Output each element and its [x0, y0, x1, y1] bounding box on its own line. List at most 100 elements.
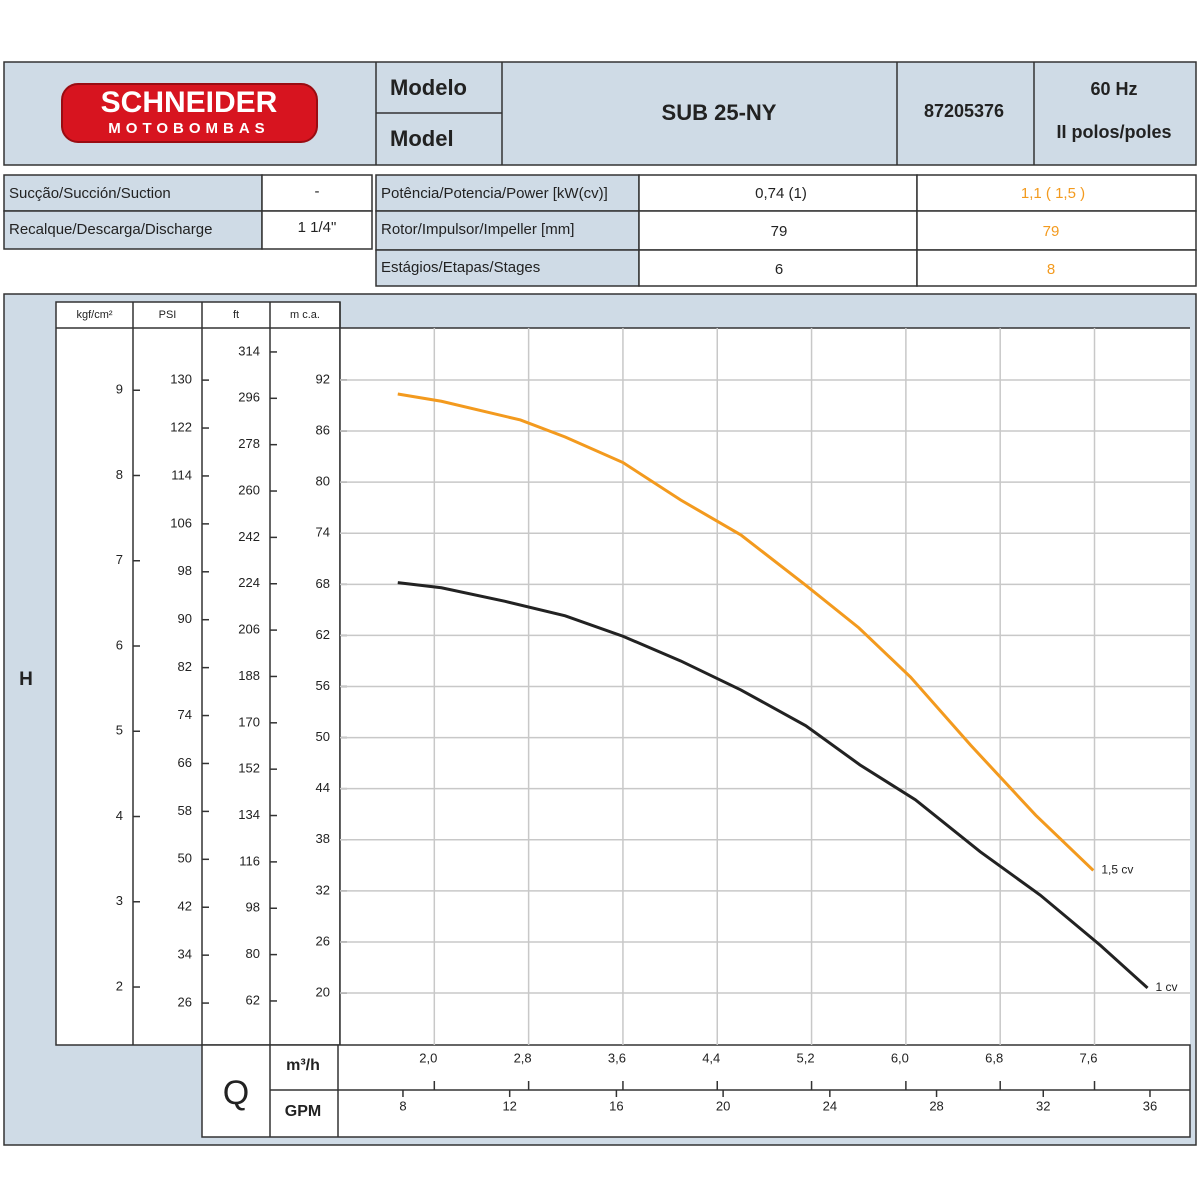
x-tick-label: 6,0: [891, 1050, 909, 1065]
table-value: 8: [1047, 261, 1055, 278]
axis-unit: ft: [233, 309, 239, 321]
y-tick-label: 56: [316, 678, 330, 693]
axis-unit: m c.a.: [290, 309, 320, 321]
table-label: Estágios/Etapas/Stages: [381, 259, 540, 276]
x2-tick-label: 8: [399, 1098, 406, 1113]
x2-tick-label: 16: [609, 1098, 623, 1113]
y-tick-label: 68: [316, 576, 330, 591]
y-tick-label: 260: [238, 482, 260, 497]
x-axis-box: [201, 1044, 1191, 1138]
y-tick-label: 188: [238, 668, 260, 683]
table-value: -: [315, 183, 320, 200]
y-tick-label: 106: [170, 515, 192, 530]
cell: [638, 249, 918, 287]
frequency: 60 Hz: [1090, 79, 1137, 99]
y-tick-label: 26: [178, 995, 192, 1010]
x-tick-label: 6,8: [985, 1050, 1003, 1065]
y-tick-label: 242: [238, 529, 260, 544]
axis-unit: kgf/cm²: [76, 309, 112, 321]
y-tick-label: 4: [116, 808, 123, 823]
y-tick-label: 170: [238, 714, 260, 729]
y-tick-label: 98: [178, 563, 192, 578]
table-value: 1,1 ( 1,5 ): [1021, 185, 1085, 202]
model: SUB 25-NY: [662, 100, 777, 125]
y-tick-label: 26: [316, 933, 330, 948]
y-tick-label: 3: [116, 893, 123, 908]
y-tick-label: 278: [238, 436, 260, 451]
poles: II polos/poles: [1056, 122, 1171, 142]
y-tick-label: 20: [316, 984, 330, 999]
y-tick-label: 9: [116, 382, 123, 397]
x-tick-label: 4,4: [702, 1050, 720, 1065]
curve-label: 1 cv: [1156, 980, 1178, 994]
y-tick-label: 66: [178, 755, 192, 770]
x2-tick-label: 24: [823, 1098, 837, 1113]
y-tick-label: 50: [178, 851, 192, 866]
y-tick-label: 58: [178, 803, 192, 818]
y-tick-label: 44: [316, 780, 330, 795]
table-value: 79: [771, 223, 788, 240]
table-value: 6: [775, 261, 783, 278]
y-tick-label: 134: [238, 807, 260, 822]
cell: [916, 174, 1197, 212]
x-tick-label: 3,6: [608, 1050, 626, 1065]
y-tick-label: 224: [238, 575, 260, 590]
y-tick-label: 116: [239, 853, 260, 868]
curve: [397, 392, 1095, 872]
y-tick-label: 314: [238, 343, 260, 358]
y-tick-label: 32: [316, 882, 330, 897]
table-value: 79: [1043, 223, 1060, 240]
y-tick-label: 74: [178, 707, 192, 722]
y-axis-title: H: [19, 669, 33, 690]
x-tick-label: 2,8: [514, 1050, 532, 1065]
y-tick-label: 130: [170, 372, 192, 387]
table-label: Rotor/Impulsor/Impeller [mm]: [381, 221, 574, 238]
y-tick-label: 6: [116, 637, 123, 652]
curve-label: 1,5 cv: [1101, 863, 1133, 877]
curve: [397, 581, 1149, 990]
cell: [261, 210, 373, 250]
model-label: Modelo: [390, 75, 467, 100]
cell: [261, 174, 373, 212]
y-tick-label: 5: [116, 723, 123, 738]
y-tick-label: 74: [316, 525, 330, 540]
x2-tick-label: 36: [1143, 1098, 1157, 1113]
table-label: Recalque/Descarga/Discharge: [9, 221, 212, 238]
x2-tick-label: 12: [502, 1098, 516, 1113]
logo: [61, 83, 318, 143]
y-tick-label: 206: [238, 622, 260, 637]
model-label: Model: [390, 126, 454, 151]
x2-tick-label: 20: [716, 1098, 730, 1113]
x-axis-title: Q: [223, 1074, 249, 1112]
y-tick-label: 7: [116, 552, 123, 567]
cell: [916, 249, 1197, 287]
code: 87205376: [924, 101, 1004, 121]
y-tick-label: 8: [116, 467, 123, 482]
y-tick-label: 152: [238, 761, 260, 776]
axis-columns: [55, 301, 341, 1046]
axis-unit: PSI: [159, 309, 177, 321]
cell: [916, 210, 1197, 251]
y-tick-label: 82: [178, 659, 192, 674]
cell: [375, 249, 640, 287]
y-tick-label: 98: [246, 900, 260, 915]
y-tick-label: 42: [178, 899, 192, 914]
y-tick-label: 62: [316, 627, 330, 642]
y-tick-label: 2: [116, 978, 123, 993]
y-tick-label: 296: [238, 390, 260, 405]
x-tick-label: 5,2: [797, 1050, 815, 1065]
cell: [638, 174, 918, 212]
x2-tick-label: 32: [1036, 1098, 1050, 1113]
cell: [375, 174, 640, 212]
y-tick-label: 50: [316, 729, 330, 744]
brand-sub: MOTOBOMBAS: [108, 120, 269, 137]
chart: kgf/cm²23456789PSI2634425058667482909810…: [19, 302, 1190, 1137]
y-tick-label: 114: [171, 467, 192, 482]
table-label: Potência/Potencia/Power [kW(cv)]: [381, 185, 608, 202]
y-tick-label: 122: [170, 419, 192, 434]
brand: SCHNEIDER: [101, 86, 278, 119]
y-tick-label: 86: [316, 422, 330, 437]
y-tick-label: 92: [316, 371, 330, 386]
table-value: 1 1/4": [298, 219, 337, 236]
y-tick-label: 90: [178, 611, 192, 626]
